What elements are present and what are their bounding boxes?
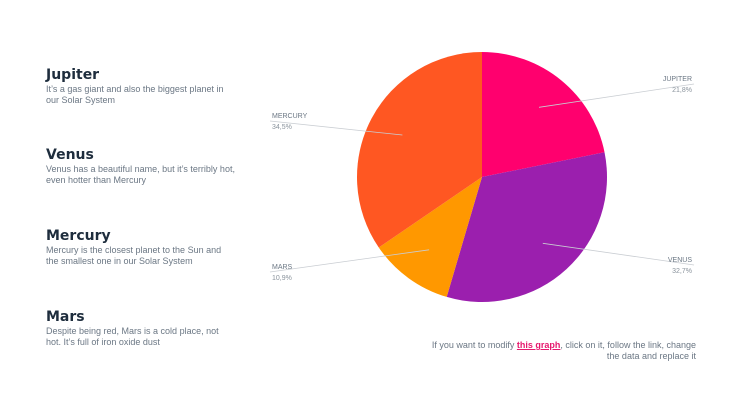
leader-line (269, 120, 403, 136)
slice-value-label: 10,9% (272, 275, 292, 282)
planet-description: Despite being red, Mars is a cold place,… (46, 326, 219, 347)
pie-slice-venus[interactable] (446, 152, 608, 303)
planet-name: Mercury (46, 228, 111, 244)
planet-description: Venus has a beautiful name, but it’s ter… (46, 164, 235, 185)
leader-line (269, 249, 430, 273)
leader-line (538, 83, 695, 108)
planet-description: Mercury is the closest planet to the Sun… (46, 245, 222, 266)
slice-label: JUPITER (663, 76, 692, 83)
planet-item-venus: Venus Venus has a beautiful name, but it… (46, 147, 236, 186)
graph-link[interactable]: this graph (516, 340, 561, 350)
slice-value-label: 34,5% (272, 124, 292, 131)
planet-item-mars: Mars Despite being red, Mars is a cold p… (46, 309, 236, 348)
pie-slice-mars[interactable] (378, 177, 482, 297)
leader-line (542, 242, 695, 266)
footnote: If you want to modify this graph, click … (420, 340, 696, 362)
planet-item-mercury: Mercury Mercury is the closest planet to… (46, 228, 236, 267)
planet-name: Mars (46, 309, 85, 325)
slice-label: VENUS (668, 257, 692, 264)
footnote-text-before: If you want to modify (431, 340, 517, 350)
footnote-text-after: , click on it, follow the link, change t… (560, 340, 696, 361)
slice-value-label: 32,7% (672, 268, 692, 275)
slice-label: MERCURY (272, 113, 308, 120)
slice-value-label: 21,8% (672, 87, 692, 94)
planet-item-jupiter: Jupiter It’s a gas giant and also the bi… (46, 67, 236, 106)
planet-name: Venus (46, 147, 94, 163)
pie-slice-jupiter[interactable] (482, 51, 605, 177)
planet-name: Jupiter (46, 67, 100, 83)
planet-description: It’s a gas giant and also the biggest pl… (46, 84, 224, 105)
pie-slice-mercury[interactable] (357, 52, 482, 248)
slice-label: MARS (272, 264, 293, 271)
